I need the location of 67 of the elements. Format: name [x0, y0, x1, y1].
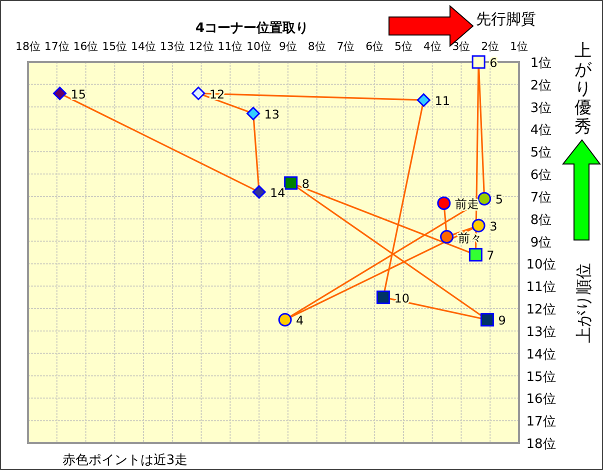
x-tick-label: 14位 — [131, 40, 156, 53]
point — [246, 106, 260, 120]
annotation: 11 — [434, 94, 450, 108]
annotation: 6 — [490, 56, 498, 70]
x-tick-label: 5位 — [394, 40, 412, 53]
point — [53, 86, 67, 100]
x-tick-label: 13位 — [160, 40, 185, 53]
annotation: 3 — [490, 220, 498, 234]
text: 先行脚質 — [476, 10, 536, 28]
y-tick-label: 6位 — [530, 168, 552, 184]
x-tick-label: 12位 — [188, 40, 214, 53]
y-tick-label: 5位 — [530, 146, 552, 161]
annotation: 7 — [486, 248, 494, 263]
annotation: 8 — [302, 177, 310, 192]
y-tick-label: 9位 — [530, 235, 552, 250]
x-tick-label: 16位 — [73, 40, 98, 53]
annotation: 5 — [495, 192, 503, 207]
y-tick-label: 15位 — [526, 370, 556, 385]
point — [252, 185, 266, 199]
x-tick-label: 7位 — [336, 40, 355, 53]
text: 赤色ポイントは近3走 — [62, 453, 188, 468]
x-tick-label: 3位 — [452, 40, 470, 53]
x-tick-label: 18位 — [16, 40, 40, 53]
x-tick-label: 17位 — [44, 40, 70, 53]
y-tick-label: 1位 — [530, 56, 552, 71]
x-tick-label: 6位 — [366, 40, 384, 53]
point — [478, 192, 492, 206]
annotation: 4 — [296, 314, 304, 328]
y-tick-label: 17位 — [526, 414, 556, 430]
annotation: 14 — [270, 186, 286, 200]
point — [284, 176, 298, 190]
x-tick-label: 10位 — [246, 40, 272, 53]
y-tick-label: 2位 — [530, 78, 552, 94]
y-tick-label: 10位 — [526, 258, 556, 273]
x-tick-label: 1位 — [510, 40, 528, 53]
x-tick-label: 9位 — [278, 40, 297, 53]
y-tick-label: 3位 — [530, 100, 552, 116]
text: 上がり優秀 — [574, 41, 592, 137]
point — [192, 86, 206, 100]
annotation: 9 — [498, 314, 506, 328]
point — [437, 196, 451, 210]
annotation: 15 — [70, 87, 86, 102]
point — [468, 248, 482, 262]
y-tick-label: 16位 — [526, 392, 556, 408]
x-tick-label: 8位 — [308, 40, 326, 53]
point — [278, 312, 292, 326]
y-tick-label: 18位 — [526, 437, 556, 452]
point — [472, 55, 486, 69]
point — [376, 290, 390, 304]
y-tick-label: 11位 — [526, 280, 556, 296]
x-tick-label: 2位 — [481, 40, 500, 53]
y-tick-label: 8位 — [530, 212, 552, 228]
x-tick-label: 11位 — [218, 40, 243, 53]
y-tick-label: 7位 — [530, 190, 552, 206]
y-tick-label: 12位 — [526, 302, 556, 318]
point — [480, 312, 494, 326]
x-tick-label: 15位 — [102, 40, 128, 53]
chart-title: 4コーナー位置取り — [195, 21, 309, 36]
y-tick-label: 4位 — [530, 123, 552, 138]
point — [416, 93, 430, 107]
annotation: 13 — [264, 108, 280, 122]
y-tick-label: 13位 — [526, 324, 556, 340]
point — [472, 218, 486, 232]
y-tick-label: 14位 — [526, 347, 556, 362]
point — [440, 230, 454, 244]
x-tick-label: 4位 — [423, 40, 442, 53]
y-axis-title: 上がり順位 — [574, 263, 593, 343]
